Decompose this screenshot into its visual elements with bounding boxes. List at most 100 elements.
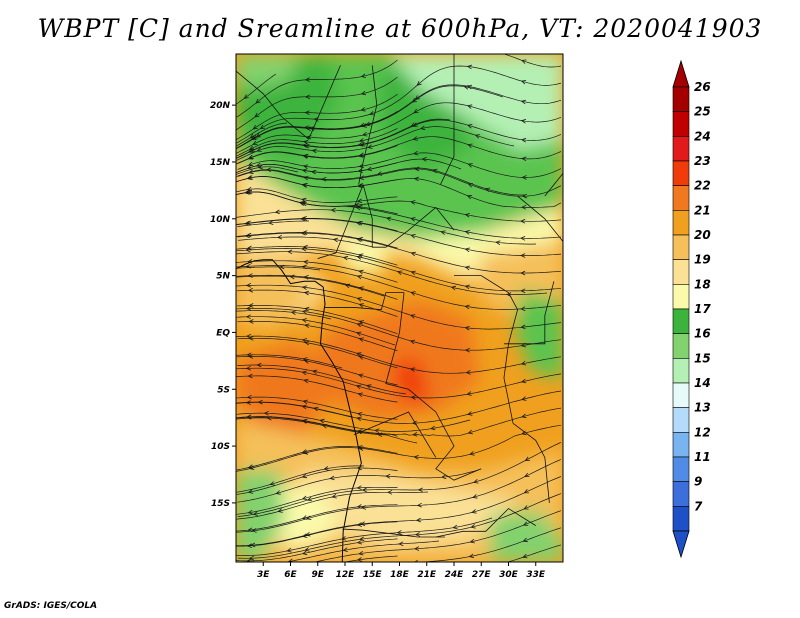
streamline bbox=[237, 232, 562, 274]
streamline-arrow bbox=[470, 524, 476, 529]
streamline-arrow bbox=[304, 110, 310, 115]
streamline-arrow bbox=[361, 487, 367, 493]
streamline-arrow bbox=[360, 90, 367, 96]
streamline-arrow bbox=[319, 418, 325, 424]
streamline-arrow bbox=[247, 527, 253, 533]
streamline-arrow bbox=[374, 428, 380, 434]
streamline-arrow bbox=[245, 306, 252, 311]
colorbar-label: 15 bbox=[694, 351, 711, 365]
streamline-arrow bbox=[248, 303, 254, 308]
colorbar-under-arrow bbox=[672, 530, 690, 559]
streamline-arrow bbox=[464, 247, 471, 253]
streamline bbox=[236, 416, 398, 437]
streamline-arrow bbox=[252, 135, 258, 140]
streamline-arrow bbox=[464, 265, 470, 271]
lon-tick-label: 3E bbox=[257, 570, 270, 580]
streamline-arrow bbox=[358, 286, 364, 291]
colorbar-label: 14 bbox=[694, 376, 711, 390]
streamline-arrow bbox=[303, 378, 309, 384]
colorbar-swatch bbox=[672, 358, 690, 384]
streamline-arrow bbox=[410, 234, 416, 239]
streamline bbox=[237, 321, 398, 352]
streamline-arrow bbox=[367, 144, 373, 149]
wbpt-shading bbox=[236, 54, 563, 562]
streamline-arrow bbox=[361, 123, 367, 128]
streamline bbox=[236, 308, 562, 351]
streamline bbox=[236, 218, 398, 232]
streamline-arrow bbox=[520, 80, 527, 85]
streamline-arrow bbox=[304, 94, 311, 100]
streamline-arrow bbox=[416, 502, 422, 508]
streamline-arrow bbox=[342, 547, 348, 552]
streamline-arrow bbox=[410, 122, 416, 127]
streamline bbox=[236, 538, 398, 562]
streamline-arrow bbox=[520, 342, 526, 348]
streamline-arrow bbox=[301, 449, 308, 454]
streamline bbox=[236, 310, 332, 320]
streamline-arrow bbox=[245, 220, 252, 226]
colorbar-label: 11 bbox=[694, 450, 711, 464]
lon-tick-label: 21E bbox=[417, 570, 437, 580]
streamline-arrow bbox=[520, 253, 526, 258]
lat-tick-label: 15N bbox=[210, 158, 231, 168]
streamline-arrow bbox=[302, 164, 309, 169]
streamline-arrow bbox=[275, 490, 281, 495]
colorbar-swatch bbox=[672, 160, 690, 186]
streamline-arrow bbox=[247, 287, 254, 293]
streamline-arrow bbox=[520, 236, 526, 241]
streamline-arrow bbox=[302, 244, 308, 250]
streamline bbox=[236, 465, 365, 493]
streamline-arrow bbox=[299, 216, 306, 222]
streamline-arrow bbox=[266, 167, 272, 173]
streamline-arrow bbox=[247, 148, 254, 153]
streamline bbox=[236, 289, 398, 317]
streamline-arrow bbox=[410, 251, 416, 257]
streamline bbox=[237, 337, 398, 369]
streamline-arrow bbox=[414, 532, 421, 537]
streamline-arrow bbox=[355, 221, 362, 226]
lon-tick-label: 15E bbox=[363, 570, 383, 580]
streamline-arrow bbox=[356, 198, 363, 204]
streamline-arrow bbox=[301, 216, 307, 221]
streamline-arrow bbox=[523, 489, 530, 494]
streamline-arrow bbox=[416, 80, 422, 86]
colorbar-label: 7 bbox=[694, 499, 703, 513]
streamline-arrow bbox=[259, 124, 266, 129]
streamline-arrow bbox=[506, 292, 512, 297]
streamline-arrow bbox=[413, 559, 418, 562]
streamline-arrow bbox=[290, 310, 296, 315]
streamline-arrow bbox=[398, 541, 404, 547]
streamline bbox=[237, 236, 374, 248]
streamline bbox=[236, 274, 398, 300]
streamline-arrow bbox=[356, 322, 362, 328]
streamline-arrow bbox=[301, 515, 308, 520]
streamline-arrow bbox=[410, 200, 416, 205]
streamline bbox=[236, 316, 396, 346]
lat-tick-label: 5N bbox=[216, 272, 230, 282]
streamline-arrow bbox=[304, 340, 310, 346]
streamline-arrow bbox=[302, 533, 308, 538]
streamline-arrow bbox=[332, 237, 339, 243]
streamline-arrow bbox=[413, 176, 419, 182]
colorbar-swatch bbox=[672, 333, 690, 359]
streamline-arrow bbox=[366, 384, 372, 389]
streamline-arrow bbox=[252, 124, 258, 130]
streamline-arrow bbox=[468, 553, 475, 559]
streamline-arrow bbox=[356, 557, 363, 562]
streamline-arrow bbox=[248, 154, 254, 159]
colorbar-label: 26 bbox=[694, 80, 711, 94]
streamline-arrow bbox=[495, 240, 501, 245]
streamline-arrow bbox=[410, 270, 416, 276]
streamline-arrow bbox=[440, 474, 447, 480]
streamline-arrow bbox=[356, 522, 363, 527]
colorbar-swatch bbox=[672, 136, 690, 162]
streamline-arrow bbox=[355, 384, 362, 390]
streamline-arrow bbox=[358, 337, 364, 342]
streamline-arrow bbox=[413, 455, 419, 460]
streamline-arrow bbox=[356, 297, 363, 302]
streamline-arrow bbox=[521, 175, 527, 180]
streamline-arrow bbox=[321, 423, 328, 429]
colorbar-swatch bbox=[672, 234, 690, 260]
colorbar-label: 23 bbox=[694, 154, 711, 168]
